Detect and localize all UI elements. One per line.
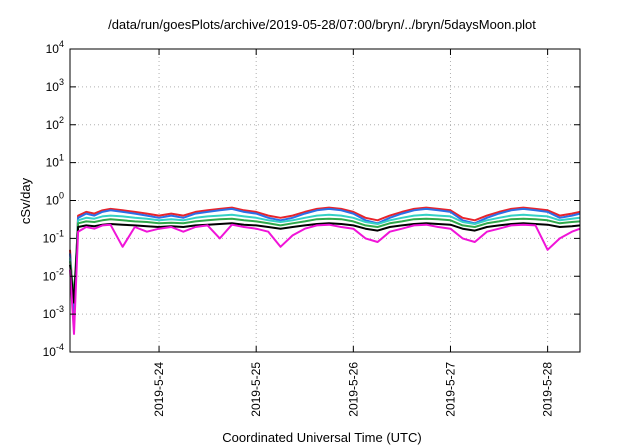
series-line-4 [69, 217, 581, 298]
series-layer [69, 206, 581, 335]
y-ticks: 10-4 10-3 10-2 10-1 100 101 102 103 104 [43, 39, 580, 359]
x-tick-label: 2019-5-25 [249, 362, 263, 417]
series-line-5 [69, 222, 581, 304]
x-tick-label: 2019-5-28 [541, 362, 555, 417]
y-tick-label: 10-2 [43, 266, 64, 283]
series-line-3 [69, 213, 581, 304]
series-line-6 [69, 223, 581, 335]
x-tick-label: 2019-5-27 [443, 362, 457, 417]
x-tick-label: 2019-5-24 [152, 362, 166, 417]
y-tick-label: 101 [46, 153, 64, 170]
x-ticks: 2019-5-24 2019-5-25 2019-5-26 2019-5-27 2019… [152, 49, 555, 417]
y-axis-label: cSv/day [18, 177, 33, 224]
y-tick-label: 103 [46, 77, 64, 94]
grid-lines [70, 49, 580, 352]
y-tick-label: 10-4 [43, 342, 64, 359]
y-tick-label: 102 [46, 115, 64, 132]
y-tick-label: 104 [46, 39, 64, 56]
x-axis-label: Coordinated Universal Time (UTC) [222, 430, 421, 445]
y-tick-label: 100 [46, 191, 64, 208]
y-tick-label: 10-1 [43, 228, 64, 245]
chart-title: /data/run/goesPlots/archive/2019-05-28/0… [108, 17, 536, 32]
y-tick-label: 10-3 [43, 304, 64, 321]
series-line-2 [69, 207, 581, 319]
series-line-1 [69, 206, 581, 316]
x-tick-label: 2019-5-26 [346, 362, 360, 417]
